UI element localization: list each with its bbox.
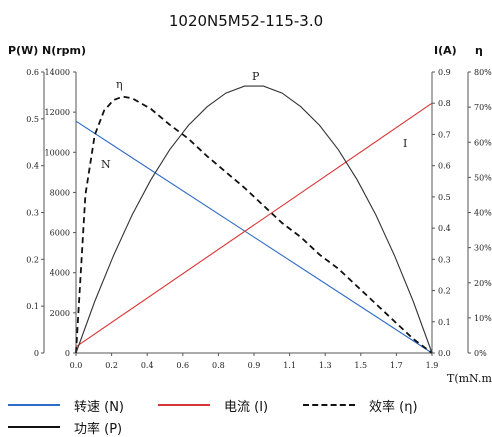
power-tick-label: 0.6	[26, 68, 39, 77]
power-tick-label: 0.5	[26, 115, 39, 124]
current-tick-label: 0.6	[438, 162, 451, 171]
efficiency-tick-label: 80%	[474, 68, 492, 77]
x-tick-label: 0.8	[212, 361, 225, 370]
power-axis-label: P(W)	[8, 44, 38, 57]
legend-swatch-efficiency	[303, 404, 355, 406]
legend-swatch-power	[8, 426, 60, 428]
speed-tick-label: 6000	[50, 229, 70, 238]
x-tick-label: 1.1	[283, 361, 296, 370]
axes-layer: 0.0 0.2 0.4 0.6 0.8 0.9 1.1 1.3 1.5 1.7 1.9 0 0.1 0.2…	[26, 68, 492, 370]
speed-tick-label: 4000	[50, 269, 70, 278]
x-tick-label: 0.9	[248, 361, 261, 370]
current-axis-label: I(A)	[434, 44, 457, 57]
efficiency-tick-label: 20%	[474, 279, 492, 288]
motor-performance-chart: 1020N5M52-115-3.0 P(W) N(rpm) I(A) η T(m…	[8, 12, 492, 385]
efficiency-tick-label: 0%	[474, 349, 487, 358]
efficiency-series-line	[75, 95, 433, 354]
legend-swatch-speed	[8, 404, 60, 406]
power-tick-label: 0.3	[26, 209, 39, 218]
current-tick-label: 0.2	[438, 287, 451, 296]
power-curve-label: P	[252, 70, 260, 83]
legend-item-power: 功率 (P)	[8, 418, 123, 437]
efficiency-curve-label: η	[116, 78, 123, 91]
legend-item-efficiency: 效率 (η)	[303, 396, 418, 415]
current-tick-label: 0.4	[438, 224, 451, 233]
current-tick-label: 0.5	[438, 193, 451, 202]
current-curve-label: I	[403, 137, 407, 150]
legend-label-efficiency: 效率 (η)	[369, 399, 418, 415]
chart-title: 1020N5M52-115-3.0	[169, 12, 323, 30]
legend-item-speed: 转速 (N)	[8, 396, 125, 415]
power-tick-label: 0.1	[26, 302, 39, 311]
legend-label-speed: 转速 (N)	[74, 399, 125, 415]
efficiency-tick-label: 40%	[474, 209, 492, 218]
speed-axis-label: N(rpm)	[42, 44, 86, 57]
current-tick-label: 0.0	[438, 349, 451, 358]
efficiency-tick-label: 70%	[474, 103, 492, 112]
power-tick-label: 0.2	[26, 255, 39, 264]
x-tick-label: 1.5	[354, 361, 367, 370]
speed-tick-label: 10000	[45, 148, 70, 157]
legend-item-current: 电流 (I)	[158, 396, 269, 415]
x-tick-label: 1.7	[390, 361, 403, 370]
efficiency-tick-label: 60%	[474, 138, 492, 147]
x-tick-label: 0.6	[176, 361, 189, 370]
series-layer	[75, 85, 433, 354]
power-tick-label: 0	[34, 349, 39, 358]
current-series-line	[75, 102, 433, 348]
speed-tick-label: 14000	[45, 68, 70, 77]
x-tick-label: 1.9	[426, 361, 439, 370]
speed-tick-label: 8000	[50, 188, 70, 197]
legend: 转速 (N) 电流 (I) 效率 (η) 功率 (P)	[8, 392, 488, 437]
curve-labels-layer: N Iη P	[101, 70, 407, 171]
speed-curve-label: N	[101, 158, 111, 171]
current-tick-label: 0.7	[438, 130, 451, 139]
legend-swatch-current	[158, 404, 210, 406]
x-axis-label: T(mN.m)	[447, 372, 492, 385]
current-tick-label: 0.8	[438, 99, 451, 108]
current-tick-label: 0.3	[438, 255, 451, 264]
power-series-line	[75, 85, 433, 354]
x-tick-label: 1.3	[319, 361, 332, 370]
current-tick-label: 0.1	[438, 318, 451, 327]
power-tick-label: 0.4	[26, 162, 39, 171]
efficiency-tick-label: 50%	[474, 173, 492, 182]
efficiency-tick-label: 30%	[474, 244, 492, 253]
efficiency-tick-label: 10%	[474, 314, 492, 323]
speed-tick-label: 0	[65, 349, 70, 358]
x-tick-label: 0.0	[70, 361, 83, 370]
x-tick-label: 0.2	[105, 361, 118, 370]
legend-label-power: 功率 (P)	[74, 421, 123, 437]
efficiency-axis-label: η	[475, 44, 483, 57]
current-tick-label: 0.9	[438, 68, 451, 77]
speed-tick-label: 12000	[45, 108, 70, 117]
legend-label-current: 电流 (I)	[224, 399, 269, 415]
speed-tick-label: 2000	[50, 309, 70, 318]
speed-series-line	[75, 120, 433, 354]
x-tick-label: 0.4	[141, 361, 154, 370]
